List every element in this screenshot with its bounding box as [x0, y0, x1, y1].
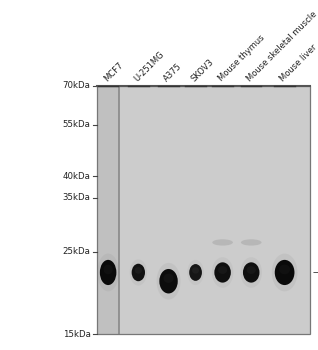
Bar [97, 86, 119, 334]
Ellipse shape [212, 239, 233, 246]
Ellipse shape [135, 267, 142, 274]
Bar [119, 86, 310, 334]
Ellipse shape [214, 262, 231, 282]
Ellipse shape [212, 257, 233, 288]
Ellipse shape [240, 257, 262, 288]
Ellipse shape [104, 265, 113, 274]
Text: U-251MG: U-251MG [132, 50, 166, 83]
Text: 15kDa: 15kDa [63, 330, 91, 339]
Bar [97, 86, 310, 334]
Ellipse shape [100, 260, 116, 285]
Ellipse shape [97, 253, 119, 291]
Ellipse shape [241, 239, 262, 246]
Ellipse shape [163, 274, 174, 283]
Text: SKOV3: SKOV3 [189, 57, 215, 83]
Text: 55kDa: 55kDa [63, 120, 91, 129]
Ellipse shape [275, 260, 294, 285]
Ellipse shape [187, 260, 204, 285]
Text: 40kDa: 40kDa [63, 172, 91, 181]
Ellipse shape [218, 266, 227, 274]
Text: Mouse liver: Mouse liver [278, 43, 318, 83]
Ellipse shape [159, 269, 178, 293]
Ellipse shape [279, 265, 290, 274]
Text: MCF7: MCF7 [102, 61, 125, 83]
Ellipse shape [189, 264, 202, 281]
Ellipse shape [243, 262, 259, 282]
Text: 25kDa: 25kDa [63, 247, 91, 256]
Ellipse shape [192, 267, 199, 274]
Text: A375: A375 [162, 62, 184, 83]
Ellipse shape [156, 263, 181, 300]
Ellipse shape [130, 259, 147, 286]
Text: Mouse skeletal muscle: Mouse skeletal muscle [245, 9, 318, 83]
Text: Mouse thymus: Mouse thymus [216, 34, 266, 83]
Ellipse shape [132, 264, 145, 281]
Text: 70kDa: 70kDa [63, 81, 91, 90]
Text: 35kDa: 35kDa [63, 193, 91, 202]
Text: — PSMB4: — PSMB4 [313, 268, 318, 277]
Ellipse shape [272, 253, 297, 291]
Ellipse shape [247, 266, 256, 274]
